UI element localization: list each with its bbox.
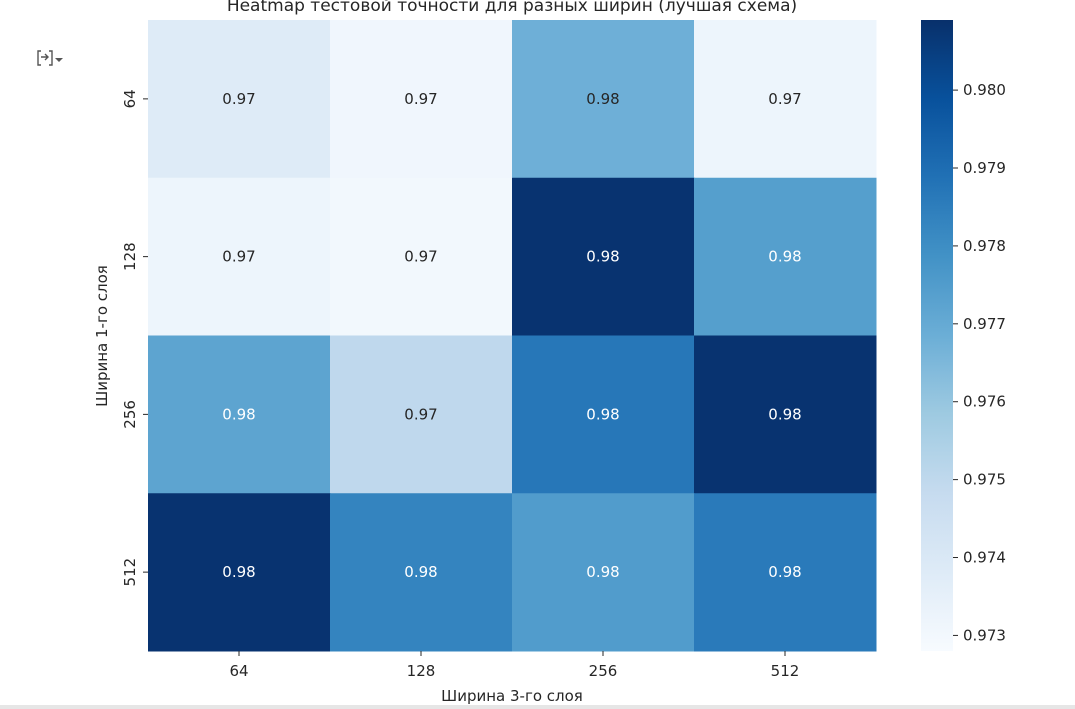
colorbar-tick-label-3: 0.976 [963,393,1006,411]
colorbar-tick-label-2: 0.975 [963,471,1006,489]
heatmap-cell-2-1 [330,335,513,494]
heatmap-cell-2-2 [512,335,695,494]
y-axis-label: Ширина 1-го слоя [93,265,111,407]
y-tick-label-3: 512 [121,558,139,587]
x-axis: 64 128 256 512 [229,651,799,680]
y-tick-label-2: 256 [121,400,139,429]
heatmap-cell-1-1 [330,177,513,336]
heatmap-cell-3-3 [694,493,877,652]
output-divider [0,705,1075,709]
heatmap-cell-2-0 [148,335,331,494]
heatmap-cell-1-3 [694,177,877,336]
heatmap-cell-0-1 [330,20,513,179]
colorbar-tick-label-1: 0.974 [963,549,1006,567]
cell-label-3-2: 0.98 [586,563,619,581]
colorbar-gradient [921,20,953,651]
colorbar-tick-label-0: 0.973 [963,626,1006,644]
heatmap-cell-labels: 0.97 0.97 0.98 0.97 0.97 0.97 0.98 0.98 0.98 0.97… [222,90,801,581]
x-tick-label-0: 64 [229,662,248,680]
cell-label-1-1: 0.97 [404,248,437,266]
heatmap-cell-1-0 [148,177,331,336]
cell-label-1-0: 0.97 [222,248,255,266]
cell-label-3-3: 0.98 [768,563,801,581]
heatmap-cells [148,20,877,652]
x-tick-label-1: 128 [407,662,436,680]
heatmap-cell-0-2 [512,20,695,179]
cell-label-0-1: 0.97 [404,90,437,108]
cell-label-0-2: 0.98 [586,90,619,108]
x-axis-label: Ширина 3-го слоя [441,687,583,705]
colorbar-tick-label-5: 0.978 [963,237,1006,255]
colorbar-tick-label-7: 0.980 [963,81,1006,99]
y-tick-label-1: 128 [121,242,139,271]
cell-label-0-0: 0.97 [222,90,255,108]
heatmap-cell-3-2 [512,493,695,652]
colorbar-tick-label-4: 0.977 [963,315,1006,333]
output-toggle-icon[interactable] [36,48,66,74]
cell-label-1-3: 0.98 [768,248,801,266]
heatmap-cell-3-1 [330,493,513,652]
y-tick-label-0: 64 [121,89,139,108]
heatmap-cell-1-2 [512,177,695,336]
heatmap-cell-0-0 [148,20,331,179]
x-tick-label-2: 256 [589,662,618,680]
heatmap-cell-3-0 [148,493,331,652]
cell-label-0-3: 0.97 [768,90,801,108]
y-axis: 64 128 256 512 [121,89,148,586]
cell-label-2-3: 0.98 [768,405,801,423]
cell-label-3-0: 0.98 [222,563,255,581]
heatmap-cell-2-3 [694,335,877,494]
cell-label-2-0: 0.98 [222,405,255,423]
output-toggle-glyph [37,50,63,66]
heatmap-cell-0-3 [694,20,877,179]
colorbar-tick-label-6: 0.979 [963,159,1006,177]
cell-label-2-2: 0.98 [586,405,619,423]
colorbar: 0.973 0.974 0.975 0.976 0.977 0.978 0.979 0.980 [921,20,1006,651]
cell-label-1-2: 0.98 [586,248,619,266]
cell-label-2-1: 0.97 [404,405,437,423]
x-tick-label-3: 512 [771,662,800,680]
chart-title: Heatmap тестовой точности для разных шир… [227,0,797,16]
cell-label-3-1: 0.98 [404,563,437,581]
